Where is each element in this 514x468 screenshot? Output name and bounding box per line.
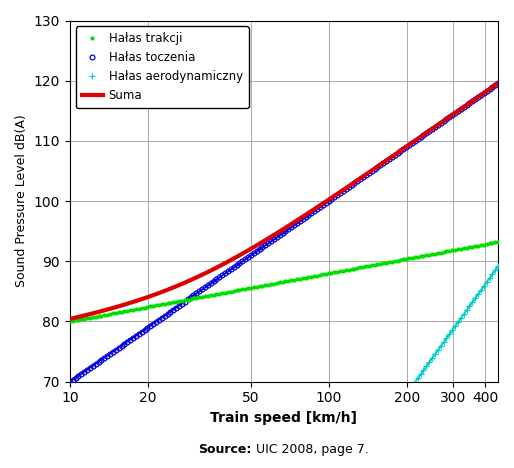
Hałas aerodynamiczny xyxy=(475,292,481,297)
Suma xyxy=(435,122,442,127)
Hałas aerodynamiczny xyxy=(484,279,490,285)
Text: UIC 2008, page 7.: UIC 2008, page 7. xyxy=(252,443,369,456)
Hałas aerodynamiczny xyxy=(420,367,427,373)
Hałas toczenia xyxy=(291,223,297,228)
Hałas aerodynamiczny xyxy=(461,311,467,317)
Hałas aerodynamiczny xyxy=(417,372,424,377)
Hałas aerodynamiczny xyxy=(446,331,452,337)
Hałas trakcji xyxy=(208,292,214,298)
X-axis label: Train speed [km/h]: Train speed [km/h] xyxy=(211,411,358,425)
Hałas aerodynamiczny xyxy=(472,295,479,301)
Hałas aerodynamiczny xyxy=(452,323,458,329)
Line: Suma: Suma xyxy=(70,83,498,319)
Hałas aerodynamiczny xyxy=(466,303,472,309)
Hałas aerodynamiczny xyxy=(432,351,438,357)
Hałas aerodynamiczny xyxy=(455,320,461,325)
Hałas toczenia xyxy=(236,261,243,266)
Hałas aerodynamiczny xyxy=(435,347,441,353)
Hałas aerodynamiczny xyxy=(469,300,475,305)
Suma xyxy=(316,204,322,209)
Hałas toczenia xyxy=(420,132,427,138)
Suma xyxy=(495,80,501,86)
Hałas trakcji xyxy=(308,274,315,279)
Hałas aerodynamiczny xyxy=(449,328,455,333)
Text: Source:: Source: xyxy=(198,443,252,456)
Hałas toczenia xyxy=(208,281,214,286)
Hałas aerodynamiczny xyxy=(423,364,429,369)
Line: Hałas trakcji: Hałas trakcji xyxy=(67,239,501,324)
Hałas aerodynamiczny xyxy=(464,307,470,313)
Hałas aerodynamiczny xyxy=(458,315,464,321)
Hałas trakcji xyxy=(363,263,369,269)
Hałas aerodynamiczny xyxy=(492,267,499,273)
Hałas trakcji xyxy=(236,287,243,293)
Suma xyxy=(67,316,73,322)
Line: Hałas aerodynamiczny: Hałas aerodynamiczny xyxy=(415,263,501,381)
Hałas aerodynamiczny xyxy=(444,336,450,341)
Hałas trakcji xyxy=(291,277,297,283)
Hałas aerodynamiczny xyxy=(486,275,492,281)
Hałas toczenia xyxy=(363,173,369,178)
Hałas toczenia xyxy=(308,211,315,216)
Hałas aerodynamiczny xyxy=(478,287,484,293)
Suma xyxy=(392,152,398,158)
Hałas aerodynamiczny xyxy=(440,339,447,345)
Suma xyxy=(93,310,99,315)
Hałas trakcji xyxy=(495,239,501,245)
Y-axis label: Sound Pressure Level dB(A): Sound Pressure Level dB(A) xyxy=(15,115,28,287)
Hałas aerodynamiczny xyxy=(426,359,432,365)
Hałas toczenia xyxy=(67,379,73,384)
Hałas toczenia xyxy=(495,80,501,86)
Hałas aerodynamiczny xyxy=(481,283,487,289)
Hałas aerodynamiczny xyxy=(415,375,421,381)
Suma xyxy=(340,187,346,193)
Legend: Hałas trakcji, Hałas toczenia, Hałas aerodynamiczny, Suma: Hałas trakcji, Hałas toczenia, Hałas aer… xyxy=(76,26,249,108)
Hałas aerodynamiczny xyxy=(495,263,501,269)
Hałas aerodynamiczny xyxy=(429,356,435,361)
Hałas aerodynamiczny xyxy=(489,271,495,277)
Suma xyxy=(327,196,333,202)
Line: Hałas toczenia: Hałas toczenia xyxy=(67,80,501,384)
Hałas trakcji xyxy=(420,253,427,258)
Hałas trakcji xyxy=(67,319,73,324)
Hałas aerodynamiczny xyxy=(437,344,444,349)
